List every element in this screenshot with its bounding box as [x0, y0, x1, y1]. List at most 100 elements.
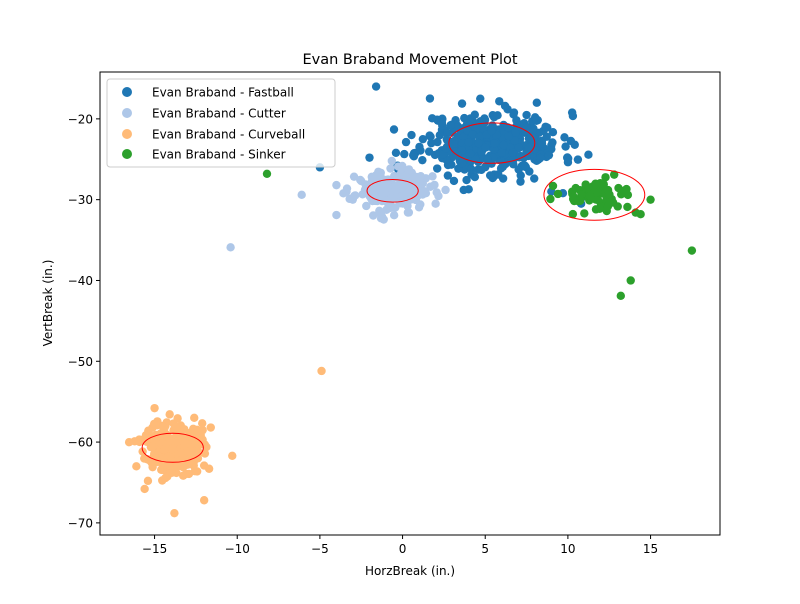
- legend-box: [106, 78, 336, 168]
- curveball-point: [130, 437, 139, 446]
- sinker-point: [616, 291, 625, 301]
- cutter-point: [332, 210, 341, 220]
- curveball-point: [189, 424, 198, 434]
- fastball-point: [418, 155, 427, 165]
- fastball-point: [544, 150, 554, 160]
- fastball-point: [443, 171, 453, 180]
- legend-label-curveball: Evan Braband - Curveball: [152, 128, 305, 142]
- sinker-point: [646, 195, 655, 204]
- curveball-point: [196, 430, 205, 440]
- curveball-point: [168, 444, 177, 453]
- legend-marker-fastball: [122, 87, 132, 97]
- curveball-point: [141, 431, 151, 440]
- fastball-point: [462, 175, 471, 185]
- fastball-point: [493, 111, 502, 120]
- fastball-point: [503, 123, 512, 132]
- fastball-point: [548, 127, 558, 137]
- fastball-point: [560, 133, 569, 142]
- cutter-point: [357, 176, 366, 186]
- curveball-point: [199, 496, 209, 505]
- cutter-point: [382, 205, 391, 214]
- curveball-point: [132, 462, 141, 471]
- cutter-point: [342, 187, 351, 196]
- curveball-point: [173, 414, 182, 423]
- y-tick-label: −70: [68, 516, 93, 530]
- fastball-point: [542, 132, 551, 141]
- curveball-point: [140, 484, 149, 494]
- fastball-point: [535, 153, 545, 163]
- fastball-point: [400, 149, 409, 159]
- fastball-point: [476, 94, 485, 103]
- fastball-point: [563, 158, 573, 167]
- y-tick-label: −50: [68, 355, 93, 369]
- cutter-point: [349, 172, 359, 181]
- ellipse-layer: [141, 122, 646, 463]
- sinker-point: [591, 179, 600, 188]
- x-tick-label: 15: [643, 542, 658, 556]
- x-tick-label: 5: [481, 542, 489, 556]
- fastball-point: [584, 150, 593, 159]
- cutter-point: [391, 181, 400, 191]
- cutter-point: [367, 172, 376, 182]
- cutter-point: [432, 188, 441, 197]
- curveball-point: [198, 419, 207, 428]
- fastball-point: [497, 148, 507, 158]
- fastball-point: [473, 165, 483, 174]
- x-tick-label: −15: [142, 542, 167, 556]
- cutter-point: [387, 156, 397, 166]
- sinker-point: [571, 183, 580, 193]
- fastball-point: [573, 155, 583, 164]
- sinker-point: [603, 185, 613, 195]
- fastball-point: [541, 122, 550, 131]
- fastball-point: [468, 130, 478, 139]
- cutter-point: [428, 172, 437, 181]
- cutter-point: [418, 187, 427, 196]
- fastball-point: [462, 125, 472, 135]
- sinker-point: [687, 246, 697, 255]
- sinker-point: [609, 170, 619, 179]
- fastball-point: [509, 155, 518, 164]
- curveball-point: [167, 468, 177, 477]
- x-tick-label: −10: [225, 542, 250, 556]
- fastball-point: [529, 124, 538, 133]
- fastball-point: [561, 142, 570, 151]
- sinker-point: [568, 194, 578, 204]
- curveball-point: [143, 476, 153, 486]
- fastball-ellipse: [448, 122, 536, 164]
- cutter-point: [400, 172, 410, 181]
- fastball-point: [475, 132, 484, 142]
- cutter-ellipse: [366, 178, 419, 203]
- curveball-point: [190, 413, 199, 423]
- fastball-point: [457, 99, 467, 108]
- fastball-point: [464, 138, 473, 147]
- cutter-point: [332, 180, 341, 190]
- curveball-ellipse: [141, 432, 204, 463]
- fastball-point: [459, 185, 468, 195]
- fastball-point: [514, 143, 523, 152]
- x-tick-label: −5: [311, 542, 329, 556]
- curveball-point: [204, 464, 214, 473]
- curveball-point: [190, 467, 200, 476]
- curveball-point: [148, 442, 157, 451]
- fastball-point: [500, 101, 510, 111]
- fastball-point: [470, 172, 480, 182]
- sinker-point: [580, 209, 589, 218]
- curveball-point: [178, 460, 188, 470]
- fastball-point: [424, 147, 434, 156]
- fastball-point: [501, 159, 510, 169]
- fastball-point: [525, 167, 534, 176]
- fastball-point: [426, 132, 435, 141]
- cutter-point: [345, 194, 354, 204]
- curveball-point: [179, 471, 188, 480]
- fastball-point: [409, 151, 418, 160]
- cutter-point: [386, 164, 395, 173]
- fastball-point: [530, 174, 539, 183]
- sinker-point: [601, 173, 610, 182]
- fastball-point: [457, 146, 467, 155]
- fastball-point: [516, 177, 525, 186]
- curveball-point: [206, 423, 215, 432]
- fastball-point: [442, 129, 452, 138]
- fastball-point: [530, 145, 539, 154]
